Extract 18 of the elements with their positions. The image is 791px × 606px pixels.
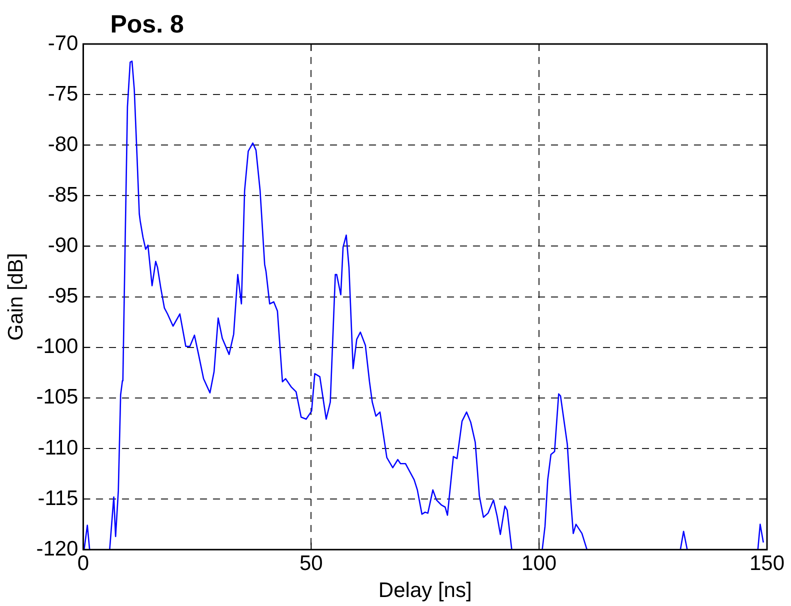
y-tick-label: -85 (48, 183, 78, 206)
y-tick-label: -100 (36, 335, 78, 358)
y-axis-title: Gain [dB] (4, 253, 28, 341)
y-tick-label: -75 (48, 82, 78, 106)
y-tick-label: -120 (36, 537, 78, 560)
x-tick-label: 100 (522, 552, 557, 575)
y-tick-label: -115 (38, 486, 78, 510)
x-tick-label: 0 (77, 552, 90, 575)
x-axis-title: Delay [ns] (378, 579, 472, 602)
chart-title: Pos. 8 (110, 10, 184, 38)
y-tick-label: -90 (48, 234, 78, 258)
y-tick-label: -110 (38, 436, 78, 460)
y-tick-label: -70 (48, 32, 78, 55)
y-tick-label: -95 (48, 284, 78, 308)
x-tick-label: 50 (299, 552, 323, 575)
y-tick-label: -80 (48, 132, 78, 156)
y-tick-label: -105 (36, 386, 78, 409)
x-tick-label: 150 (749, 552, 785, 575)
